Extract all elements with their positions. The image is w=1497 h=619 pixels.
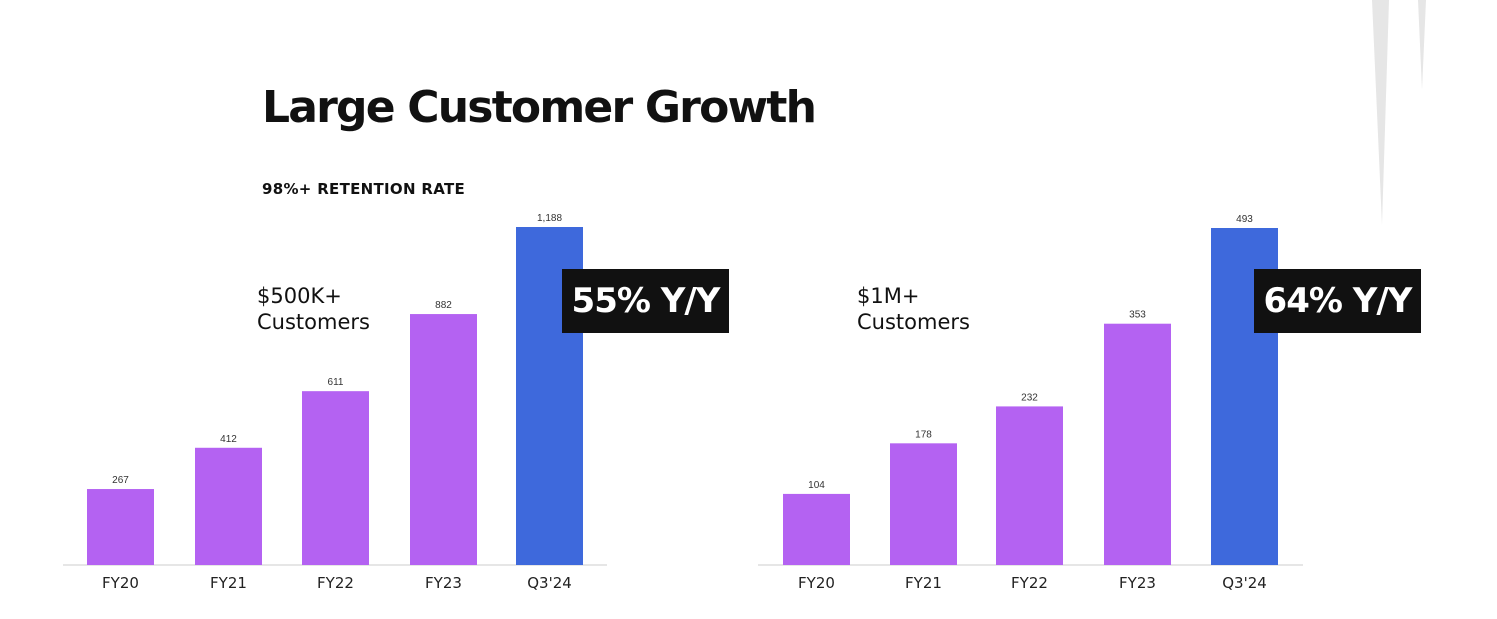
page-title: Large Customer Growth (262, 82, 817, 133)
data-label: 611 (328, 377, 344, 388)
x-tick-label: FY21 (905, 574, 942, 592)
x-tick-label: Q3'24 (527, 574, 572, 592)
bar-500k-2 (302, 391, 369, 565)
data-label: 178 (915, 429, 932, 440)
data-label: 493 (1236, 214, 1253, 225)
bar-500k-0 (87, 489, 154, 565)
x-tick-label: FY22 (1011, 574, 1048, 592)
data-label: 412 (220, 434, 237, 445)
bar-500k-3 (410, 314, 477, 565)
decorative-slivers (1372, 0, 1426, 225)
chart-500k-label-line1: $500K+ (257, 284, 342, 308)
bar-1m-1 (890, 443, 957, 565)
x-tick-label: FY20 (798, 574, 835, 592)
chart-500k-label: $500K+ Customers (257, 283, 370, 335)
x-tick-label: FY22 (317, 574, 354, 592)
growth-badge-1m: 64% Y/Y (1254, 269, 1421, 333)
bar-1m-2 (996, 406, 1063, 565)
data-label: 353 (1129, 310, 1146, 321)
x-tick-label: FY20 (102, 574, 139, 592)
bar-500k-1 (195, 447, 262, 565)
x-tick-label: FY23 (1119, 574, 1156, 592)
chart-500k-label-line2: Customers (257, 310, 370, 334)
data-label: 104 (808, 480, 825, 491)
x-tick-label: Q3'24 (1222, 574, 1267, 592)
retention-rate-subtitle: 98%+ RETENTION RATE (262, 180, 466, 198)
chart-1m-label: $1M+ Customers (857, 283, 970, 335)
growth-badge-500k: 55% Y/Y (562, 269, 729, 333)
bar-1m-3 (1104, 323, 1171, 565)
data-label: 267 (112, 475, 129, 486)
data-label: 232 (1021, 392, 1038, 403)
x-tick-label: FY21 (210, 574, 247, 592)
chart-1m-label-line2: Customers (857, 310, 970, 334)
data-label: 1,188 (537, 213, 562, 224)
data-label: 882 (435, 300, 452, 311)
chart-1m-label-line1: $1M+ (857, 284, 920, 308)
bar-1m-0 (783, 493, 850, 565)
x-tick-label: FY23 (425, 574, 462, 592)
